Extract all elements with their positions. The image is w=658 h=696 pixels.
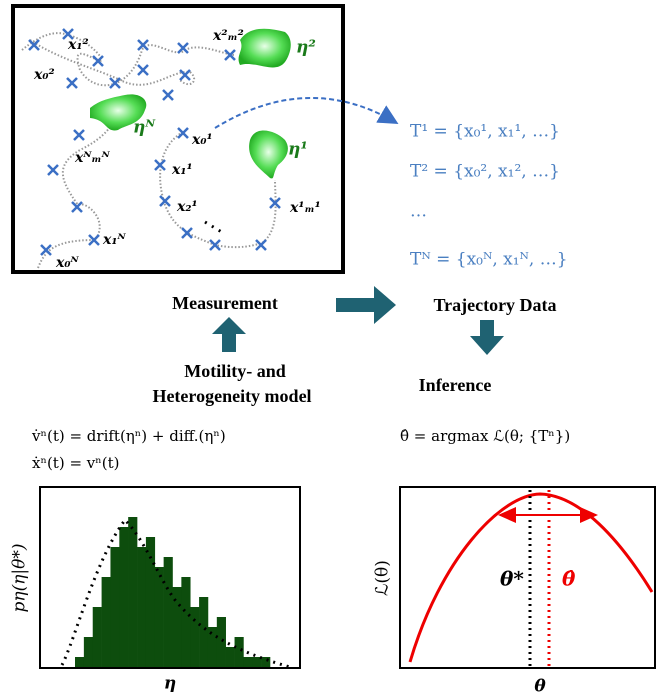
histogram-bar: [145, 537, 156, 667]
x-axis-label: θ: [534, 677, 546, 696]
histogram-bar: [225, 647, 235, 667]
histogram-bar: [252, 657, 262, 667]
histogram-bar: [207, 627, 218, 667]
point-label: x₀¹: [191, 132, 213, 148]
histogram-bar: [154, 567, 164, 667]
point-label: x₂¹: [176, 199, 198, 215]
point-label: x₀ᴺ: [55, 255, 79, 271]
cell-label: η²: [296, 38, 316, 58]
histogram-bar: [92, 607, 102, 667]
point-label: x₁¹: [171, 162, 193, 178]
trajectory-set: …: [410, 202, 427, 222]
equation: θ̂ = argmax ℒ(θ; {Tⁿ}): [400, 427, 570, 445]
estimate-label: θ̂: [562, 567, 576, 591]
point-label: xᴺₘᴺ: [74, 150, 111, 166]
histogram-bar: [172, 587, 182, 667]
trajectory-set: T¹ = {x₀¹, x₁¹, …}: [410, 122, 560, 142]
y-axis-label: ℒ(θ): [373, 560, 393, 596]
step-label: Motility- and: [184, 361, 286, 381]
point-label: x₁ᴺ: [102, 232, 126, 248]
step-label: Measurement: [172, 293, 278, 313]
histogram-bar: [83, 637, 94, 667]
cell-label: η¹: [288, 140, 308, 160]
likelihood-curve: [408, 492, 654, 663]
trajectory-set: Tᴺ = {x₀ᴺ, x₁ᴺ, …}: [410, 250, 568, 270]
step-label: Trajectory Data: [433, 295, 556, 315]
histogram-bar: [101, 577, 111, 667]
histogram-bar: [261, 657, 271, 667]
histogram-bar: [137, 547, 147, 667]
y-axis-label: pη(η|θ*): [10, 544, 30, 613]
histogram-bar: [128, 517, 138, 667]
cell-label: ηᴺ: [133, 118, 156, 138]
histogram-bar: [163, 557, 173, 667]
point-label: x¹ₘ¹: [289, 200, 321, 216]
cells: [90, 28, 291, 179]
step-label: Heterogeneity model: [152, 386, 311, 406]
trajectories: [21, 32, 277, 269]
histogram-bar: [199, 597, 209, 667]
histogram-bar: [181, 577, 191, 667]
measurement-points: [28, 28, 281, 256]
point-label: x₁²: [67, 37, 89, 53]
histogram-bar: [110, 547, 120, 667]
x-axis-label: η: [164, 674, 176, 694]
histogram-panel: [39, 486, 301, 669]
point-label: x₀²: [33, 67, 55, 83]
step-label: Inference: [419, 375, 492, 395]
histogram-bar: [234, 637, 244, 667]
histogram-bar: [119, 527, 129, 667]
dashed-arrow: [214, 97, 399, 129]
histogram-bar: [216, 617, 226, 667]
histogram-bar: [190, 607, 200, 667]
true-theta-label: θ*: [500, 567, 524, 591]
histogram-bar: [75, 657, 85, 667]
flow-arrows: [212, 286, 504, 355]
equation: ẋⁿ(t) = vⁿ(t): [32, 454, 119, 472]
measurement-box: [11, 4, 345, 274]
likelihood-panel: [399, 486, 656, 669]
point-label: x²ₘ²: [212, 28, 244, 44]
trajectory-set: T² = {x₀², x₁², …}: [410, 162, 560, 182]
histogram-bar: [243, 657, 253, 667]
equation: v̇ⁿ(t) = drift(ηⁿ) + diff.(ηⁿ): [31, 427, 226, 445]
